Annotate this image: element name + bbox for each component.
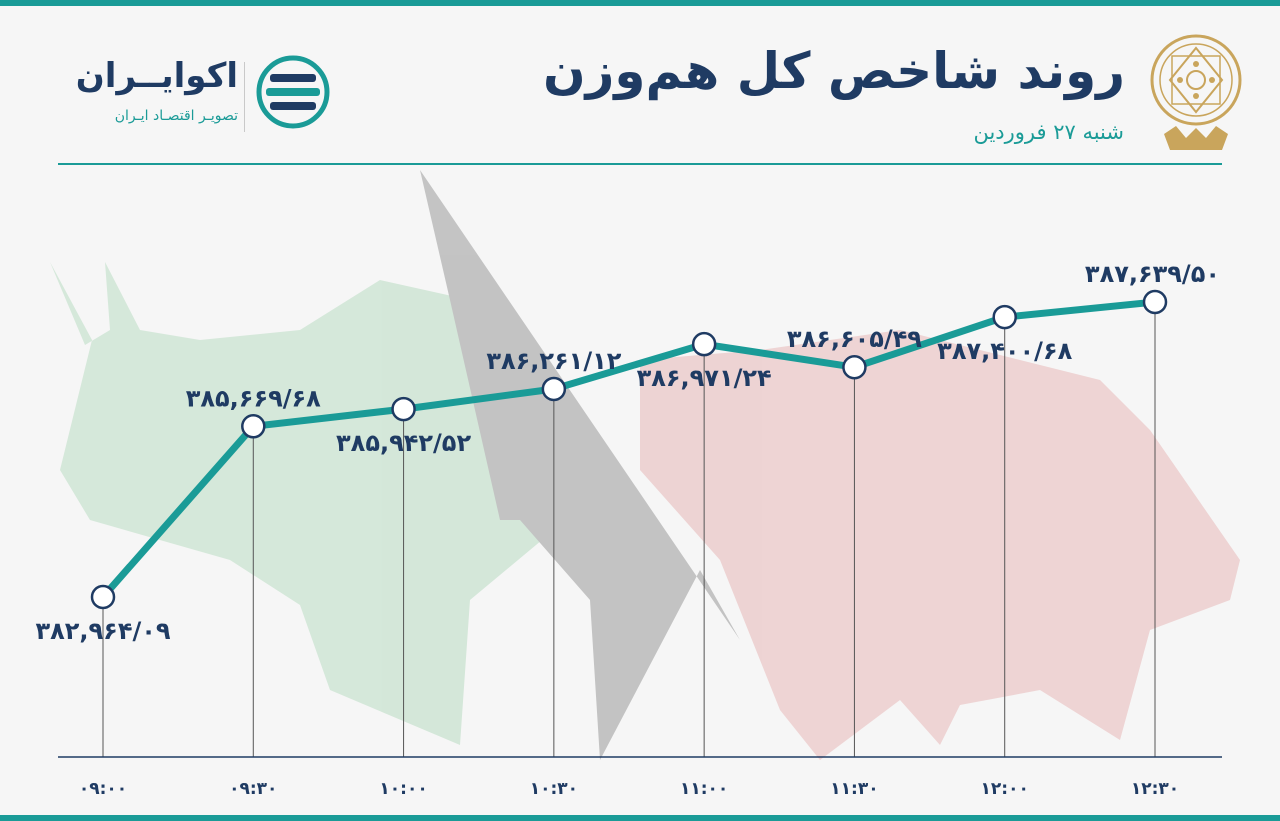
data-point (391, 396, 416, 422)
data-point (842, 354, 867, 380)
x-tick-label: ۱۲:۰۰ (981, 779, 1029, 799)
x-tick-label: ۱۰:۳۰ (530, 779, 578, 799)
data-label: ۳۸۶,۲۶۱/۱۲ (486, 347, 621, 375)
stock-exchange-seal-icon (1150, 34, 1242, 150)
x-tick-label: ۱۲:۳۰ (1131, 779, 1179, 799)
bottom-accent-bar (0, 815, 1280, 821)
bull-silhouette (50, 262, 560, 745)
data-point (691, 331, 717, 357)
series-line (99, 298, 1159, 601)
data-label: ۳۸۶,۶۰۵/۴۹ (787, 325, 922, 353)
data-point (541, 376, 567, 402)
x-tick-label: ۰۹:۳۰ (229, 779, 277, 799)
data-label: ۳۸۶,۹۷۱/۲۴ (637, 364, 772, 392)
top-accent-bar (0, 0, 1280, 6)
chart-title: روند شاخص کل هم‌وزن (542, 42, 1125, 100)
x-tick-label: ۰۹:۰۰ (79, 779, 127, 799)
x-tick-label: ۱۰:۰۰ (379, 779, 427, 799)
header-divider (58, 163, 1222, 165)
data-point (90, 584, 116, 610)
arrow-silhouette (420, 170, 740, 760)
data-point (992, 304, 1017, 330)
bull-bear-background (50, 170, 1240, 760)
data-point (1142, 289, 1168, 315)
brand-name: اکوایــران (75, 56, 238, 96)
x-tick-label: ۱۱:۳۰ (830, 779, 878, 799)
data-label: ۳۸۷,۴۰۰/۶۸ (937, 337, 1072, 365)
brand-tagline: تصویـر اقتصـاد ایـران (114, 108, 238, 124)
header: روند شاخص کل هم‌وزن شنبه ۲۷ فروردین اکوا… (0, 6, 1280, 161)
bear-silhouette (640, 330, 1240, 760)
data-label: ۳۸۷,۶۳۹/۵۰ (1085, 260, 1220, 288)
data-label: ۳۸۵,۹۴۲/۵۲ (336, 429, 471, 457)
ecoiran-logo-icon (256, 55, 330, 129)
vertical-guides (102, 302, 1156, 757)
x-axis-ticks: ۰۹:۰۰ ۰۹:۳۰ ۱۰:۰۰ ۱۰:۳۰ ۱۱:۰۰ ۱۱:۳۰ ۱۲:۰۰ ۱۲:۳۰ (79, 779, 1179, 799)
data-label: ۳۸۲,۹۶۴/۰۹ (35, 617, 170, 645)
date-subtitle: شنبه ۲۷ فروردین (973, 120, 1124, 144)
data-label: ۳۸۵,۶۶۹/۶۸ (186, 384, 321, 412)
x-tick-label: ۱۱:۰۰ (680, 779, 728, 799)
data-markers (90, 289, 1168, 610)
data-point (241, 414, 266, 439)
data-labels: ۳۸۲,۹۶۴/۰۹ ۳۸۵,۶۶۹/۶۸ ۳۸۵,۹۴۲/۵۲ ۳۸۶,۲۶۱/۱۲… (35, 260, 1220, 645)
logo-divider (244, 62, 245, 132)
